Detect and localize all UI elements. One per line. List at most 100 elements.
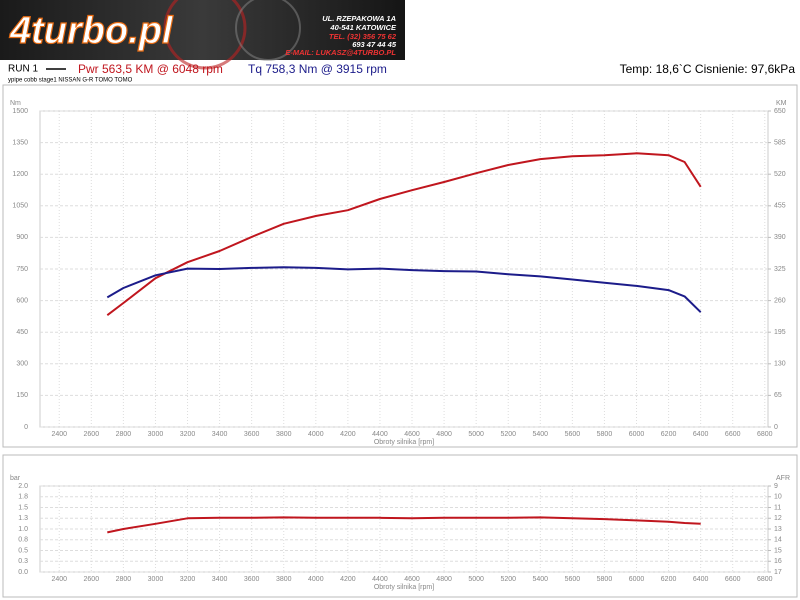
y-tick-label: 600 (16, 297, 28, 304)
x-tick-label: 2400 (51, 431, 67, 438)
gauge (235, 0, 301, 61)
x-tick-label: 6400 (693, 576, 709, 583)
x-tick-label: 6600 (725, 576, 741, 583)
x-tick-label: 4400 (372, 576, 388, 583)
panel (2, 84, 798, 448)
y2-axis-label: AFR (776, 475, 790, 482)
y2-tick-label: 195 (774, 329, 786, 336)
series-line (107, 516, 701, 534)
y2-tick-label: 260 (774, 297, 786, 304)
y-axis-label: Nm (10, 100, 21, 107)
address-line: E-MAIL: LUKASZ@4TURBO.PL (285, 48, 396, 57)
x-tick-label: 5800 (597, 576, 613, 583)
address-line: TEL. (32) 356 75 62 (329, 32, 397, 41)
x-axis-label: Obroty silnika [rpm] (374, 584, 434, 591)
y2-tick-label: 65 (774, 392, 782, 399)
y-tick-label: 0 (24, 424, 28, 431)
x-tick-label: 4800 (436, 576, 452, 583)
x-tick-label: 6000 (629, 576, 645, 583)
address-line: 40-541 KATOWICE (329, 23, 397, 32)
panel (2, 454, 798, 598)
x-tick-label: 2800 (116, 576, 132, 583)
x-tick-label: 5000 (468, 576, 484, 583)
x-tick-label: 4200 (340, 576, 356, 583)
y2-tick-label: 15 (774, 547, 782, 554)
y-tick-label: 300 (16, 361, 28, 368)
x-tick-label: 5600 (565, 576, 581, 583)
y-tick-label: 1500 (12, 108, 28, 115)
x-tick-label: 6200 (661, 576, 677, 583)
x-tick-label: 3800 (276, 431, 292, 438)
x-tick-label: 5400 (533, 431, 549, 438)
y-tick-label: 0.3 (18, 558, 28, 565)
x-tick-label: 4200 (340, 431, 356, 438)
x-tick-label: 3400 (212, 576, 228, 583)
y2-tick-label: 585 (774, 139, 786, 146)
x-axis-label: Obroty silnika [rpm] (374, 439, 434, 446)
run-label: RUN 1 (8, 64, 38, 75)
y2-tick-label: 130 (774, 361, 786, 368)
y-tick-label: 1.0 (18, 526, 28, 533)
x-tick-label: 4400 (372, 431, 388, 438)
y-tick-label: 2.0 (18, 483, 28, 490)
x-tick-label: 3400 (212, 431, 228, 438)
y-tick-label: 0.5 (18, 547, 28, 554)
y-tick-label: 450 (16, 329, 28, 336)
x-tick-label: 3800 (276, 576, 292, 583)
x-tick-label: 3000 (148, 576, 164, 583)
plot-area (39, 485, 769, 573)
x-tick-label: 5200 (500, 431, 516, 438)
y2-tick-label: 9 (774, 483, 778, 490)
y2-axis-label: KM (776, 100, 787, 107)
x-tick-label: 4000 (308, 431, 324, 438)
banner (0, 0, 405, 60)
x-tick-label: 4800 (436, 431, 452, 438)
y-tick-label: 1.8 (18, 494, 28, 501)
x-tick-label: 5800 (597, 431, 613, 438)
x-tick-label: 6200 (661, 431, 677, 438)
address-line: 693 47 44 45 (352, 40, 397, 49)
y2-tick-label: 14 (774, 537, 782, 544)
x-tick-label: 5000 (468, 431, 484, 438)
x-tick-label: 6800 (757, 431, 773, 438)
y2-tick-label: 520 (774, 171, 786, 178)
conditions: Temp: 18,6`C Cisnienie: 97,6kPa (620, 62, 796, 76)
logo: 4turbo.pl (9, 10, 174, 52)
y-tick-label: 1200 (12, 171, 28, 178)
x-tick-label: 4000 (308, 576, 324, 583)
y-tick-label: 1050 (12, 203, 28, 210)
x-tick-label: 3600 (244, 576, 260, 583)
series-line (106, 266, 702, 313)
y2-tick-label: 17 (774, 569, 782, 576)
x-tick-label: 2600 (84, 576, 100, 583)
y-tick-label: 900 (16, 234, 28, 241)
y-tick-label: 1.5 (18, 504, 28, 511)
x-tick-label: 6600 (725, 431, 741, 438)
x-tick-label: 2400 (51, 576, 67, 583)
y-tick-label: 0.8 (18, 537, 28, 544)
x-tick-label: 4600 (404, 576, 420, 583)
y-tick-label: 1350 (12, 139, 28, 146)
x-tick-label: 3600 (244, 431, 260, 438)
series-line (106, 152, 702, 316)
x-tick-label: 3200 (180, 431, 196, 438)
x-tick-label: 2800 (116, 431, 132, 438)
x-tick-label: 6800 (757, 576, 773, 583)
x-tick-label: 2600 (84, 431, 100, 438)
x-tick-label: 6400 (693, 431, 709, 438)
y2-tick-label: 13 (774, 526, 782, 533)
y-axis-label: bar (10, 475, 21, 482)
y2-tick-label: 11 (774, 504, 781, 511)
address-line: UL. RZEPAKOWA 1A (322, 14, 396, 23)
x-tick-label: 4600 (404, 431, 420, 438)
torque-peak: Tq 758,3 Nm @ 3915 rpm (248, 62, 387, 76)
x-tick-label: 6000 (629, 431, 645, 438)
x-tick-label: 5200 (500, 576, 516, 583)
y2-tick-label: 390 (774, 234, 786, 241)
x-tick-label: 5400 (533, 576, 549, 583)
x-tick-label: 5600 (565, 431, 581, 438)
subtitle: ypipe cobb stage1 NISSAN G-R TOMO TOMO (8, 78, 133, 84)
y-tick-label: 750 (16, 266, 28, 273)
y2-tick-label: 455 (774, 203, 786, 210)
